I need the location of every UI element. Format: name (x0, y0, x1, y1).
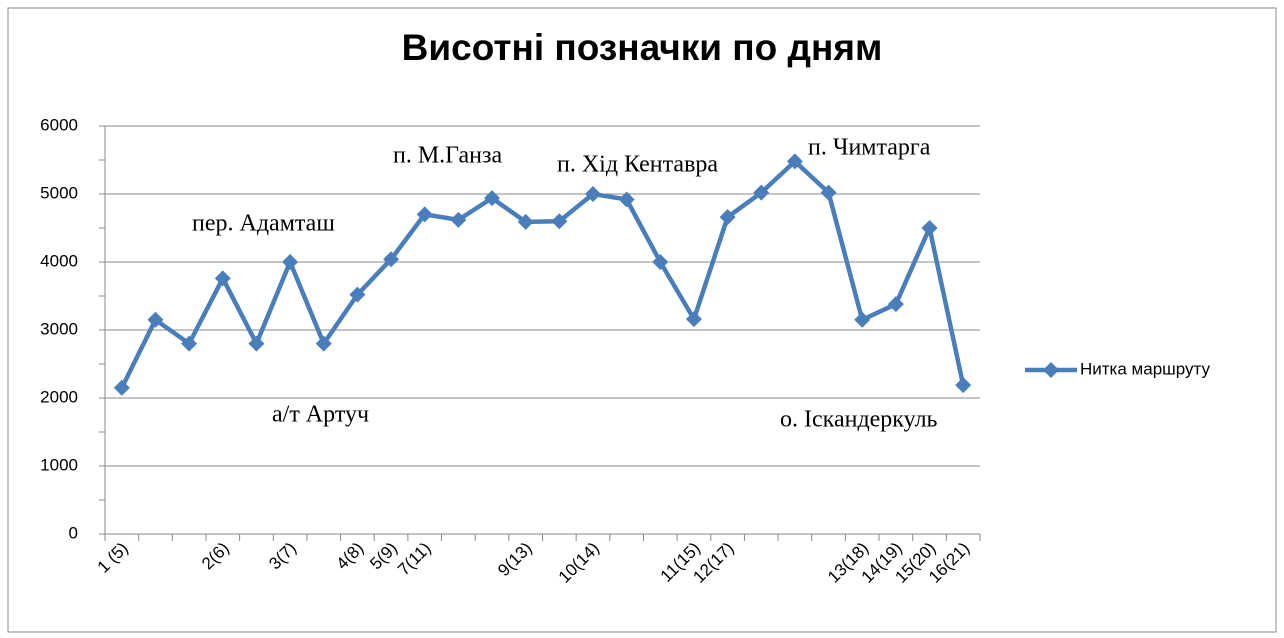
annotation: а/т Артуч (272, 402, 369, 428)
annotation: пер. Адамташ (192, 211, 335, 237)
y-tick-label: 2000 (40, 387, 78, 406)
data-point (921, 220, 938, 236)
data-point (147, 311, 164, 328)
data-point (887, 296, 904, 313)
data-point (248, 335, 265, 352)
data-point (618, 191, 635, 208)
data-point (955, 377, 972, 394)
annotation: п. Чимтарга (808, 135, 931, 161)
data-point (517, 213, 534, 230)
data-point (383, 251, 400, 268)
data-point (416, 206, 433, 223)
annotation: о. Іскандеркуль (780, 407, 938, 433)
data-point (113, 379, 130, 396)
data-point (349, 286, 366, 303)
data-point (484, 190, 501, 207)
data-point (315, 335, 332, 352)
data-point (753, 184, 770, 201)
chart-frame (7, 7, 1277, 633)
legend-label: Нитка маршруту (1080, 359, 1211, 378)
data-point (719, 209, 736, 226)
data-point (820, 184, 837, 201)
data-point (685, 311, 702, 328)
data-point (181, 335, 198, 352)
data-point (652, 254, 669, 270)
data-point (214, 270, 231, 287)
y-tick-label: 4000 (40, 251, 78, 270)
data-point (584, 186, 601, 202)
y-tick-label: 6000 (40, 115, 78, 134)
data-point (450, 211, 467, 228)
series-line (119, 159, 966, 389)
data-point (282, 254, 299, 270)
data-point (551, 213, 568, 230)
data-point (854, 311, 871, 328)
legend-marker (1043, 362, 1059, 378)
y-tick-label: 0 (69, 523, 78, 542)
annotation: п. М.Ганза (393, 143, 502, 169)
y-tick-label: 1000 (40, 455, 78, 474)
annotation: п. Хід Кентавра (557, 152, 718, 178)
y-tick-label: 3000 (40, 319, 78, 338)
data-point (786, 153, 803, 170)
y-tick-label: 5000 (40, 183, 78, 202)
chart-title: Висотні позначки по дням (402, 27, 883, 68)
